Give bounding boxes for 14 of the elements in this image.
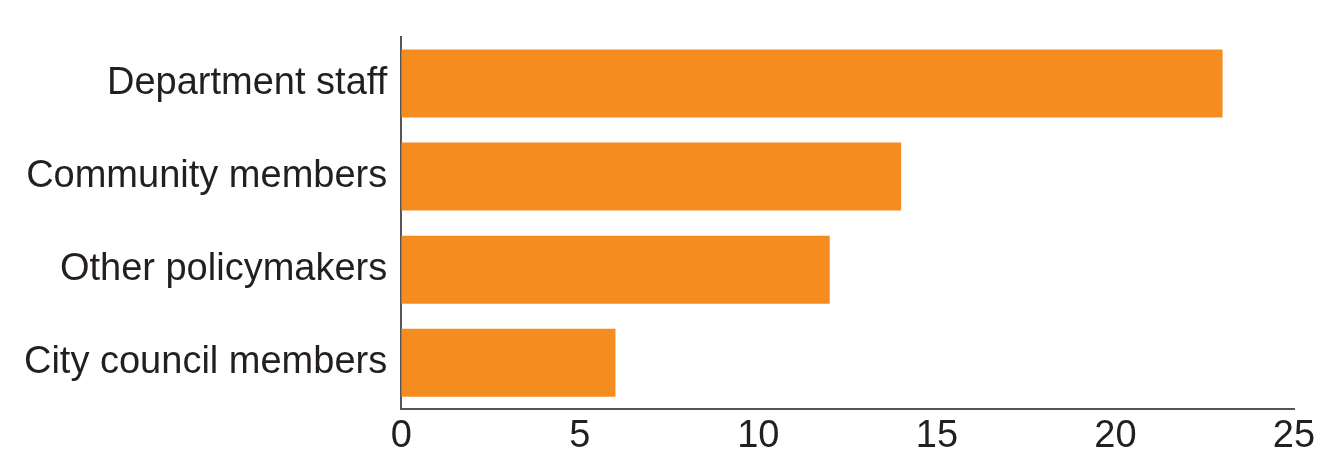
bar [401,142,902,211]
x-tick-label: 10 [737,412,780,455]
y-tick-label: Community members [26,153,388,196]
x-tick-label: 5 [569,412,591,455]
bar [401,49,1223,118]
bar [401,328,616,397]
y-tick-label: City council members [23,339,388,382]
x-tick-label: 20 [1094,412,1137,455]
bar [401,235,830,304]
x-tick-label: 0 [390,412,412,455]
y-tick-label: Department staff [106,59,388,102]
x-tick-label: 15 [915,412,959,455]
y-tick-label: Other policymakers [59,246,388,289]
x-tick-label: 25 [1272,412,1316,455]
